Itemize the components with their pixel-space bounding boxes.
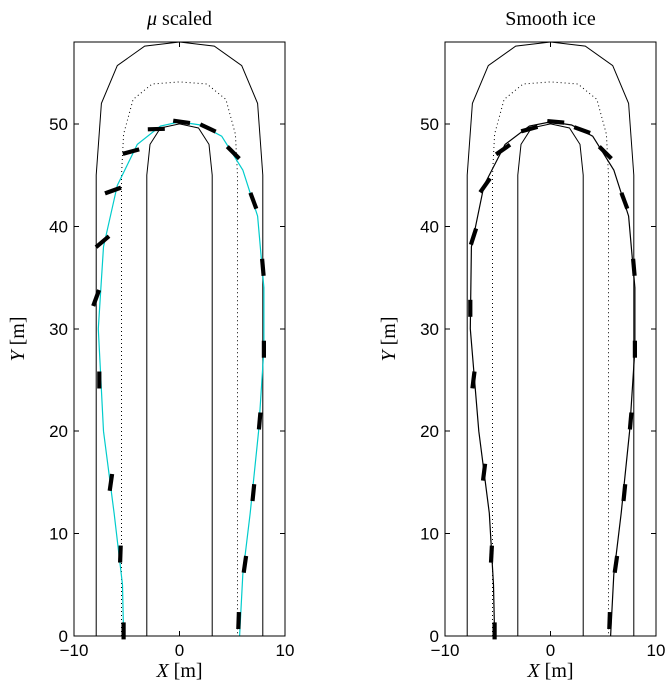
x-tick-label: 10 xyxy=(276,641,295,660)
vehicle-heading-segment-16 xyxy=(621,483,628,502)
title-text: Smooth ice xyxy=(505,8,596,30)
vehicle-heading-segment-17 xyxy=(241,555,249,573)
track-inner-boundary xyxy=(146,123,213,636)
y-axis-unit: [m] xyxy=(378,316,400,350)
y-tick-label: 20 xyxy=(49,422,68,441)
y-axis-variable: Y xyxy=(378,349,400,362)
track-centerline xyxy=(492,81,609,636)
x-axis-variable: X xyxy=(526,660,540,682)
vehicle-heading-segment-11 xyxy=(597,145,613,161)
x-tick-label: −10 xyxy=(431,641,460,660)
vehicle-path-line xyxy=(97,121,265,637)
vehicle-heading-segment-1 xyxy=(488,545,494,563)
x-axis-label: X [m] xyxy=(155,660,202,682)
title-text: scaled xyxy=(157,8,212,30)
y-tick-label: 0 xyxy=(430,627,439,646)
title-symbol: μ xyxy=(146,8,157,30)
vehicle-heading-segment-1 xyxy=(118,545,123,563)
x-axis-label: X [m] xyxy=(526,660,573,682)
x-tick-label: 0 xyxy=(175,641,184,660)
axes-frame xyxy=(73,41,286,637)
panel-title: Smooth ice xyxy=(505,8,596,30)
y-tick-label: 30 xyxy=(49,320,68,339)
vehicle-heading-segment-8 xyxy=(147,126,165,132)
y-tick-label: 10 xyxy=(420,525,439,544)
x-tick-label: 10 xyxy=(647,641,666,660)
y-axis-variable: Y xyxy=(7,349,29,362)
vehicle-heading-segment-10 xyxy=(573,125,591,135)
vehicle-heading-segment-11 xyxy=(225,145,241,161)
vehicle-heading-segment-16 xyxy=(250,483,257,502)
track-inner-boundary xyxy=(517,123,584,636)
vehicle-heading-segment-12 xyxy=(248,192,259,210)
vehicle-heading-segment-13 xyxy=(631,258,637,276)
vehicle-heading-segment-3 xyxy=(470,371,477,389)
x-axis-variable: X xyxy=(155,660,169,682)
y-tick-label: 40 xyxy=(420,217,439,236)
vehicle-heading-segment-4 xyxy=(91,289,102,307)
vehicle-heading-segment-9 xyxy=(172,118,191,126)
vehicle-heading-segment-18 xyxy=(236,612,241,630)
vehicle-heading-segment-15 xyxy=(256,412,263,430)
vehicle-heading-segment-8 xyxy=(520,124,539,134)
y-tick-label: 30 xyxy=(420,320,439,339)
y-tick-label: 50 xyxy=(49,115,68,134)
vehicle-heading-segment-17 xyxy=(612,555,620,573)
axes-frame xyxy=(444,41,657,637)
y-axis-label: Y [m] xyxy=(378,316,400,361)
x-axis-unit: [m] xyxy=(540,660,574,682)
y-tick-label: 40 xyxy=(49,217,68,236)
vehicle-heading-segment-7 xyxy=(122,147,140,156)
x-axis-unit: [m] xyxy=(169,660,203,682)
y-tick-label: 10 xyxy=(49,525,68,544)
y-axis-label: Y [m] xyxy=(7,316,29,361)
vehicle-heading-segment-12 xyxy=(619,192,630,210)
y-axis-unit: [m] xyxy=(7,316,29,350)
x-tick-label: −10 xyxy=(60,641,89,660)
y-tick-label: 50 xyxy=(420,115,439,134)
vehicle-heading-segment-6 xyxy=(104,185,122,196)
vehicle-heading-segment-2 xyxy=(107,473,115,492)
y-tick-label: 20 xyxy=(420,422,439,441)
vehicle-heading-segment-5 xyxy=(468,227,479,246)
vehicle-heading-segment-6 xyxy=(478,177,492,194)
vehicle-heading-segment-9 xyxy=(547,119,565,125)
x-tick-label: 0 xyxy=(546,641,555,660)
vehicle-heading-segment-13 xyxy=(260,258,266,276)
track-centerline xyxy=(121,81,238,636)
y-tick-label: 0 xyxy=(59,627,68,646)
vehicle-heading-segment-7 xyxy=(494,142,512,157)
vehicle-path-line xyxy=(469,121,636,637)
vehicle-heading-segment-18 xyxy=(607,612,612,630)
vehicle-heading-segment-2 xyxy=(480,463,488,481)
panel-title: μ scaled xyxy=(146,8,212,30)
vehicle-heading-segment-10 xyxy=(199,122,217,134)
vehicle-heading-segment-5 xyxy=(94,234,111,249)
vehicle-heading-segment-15 xyxy=(627,412,634,430)
